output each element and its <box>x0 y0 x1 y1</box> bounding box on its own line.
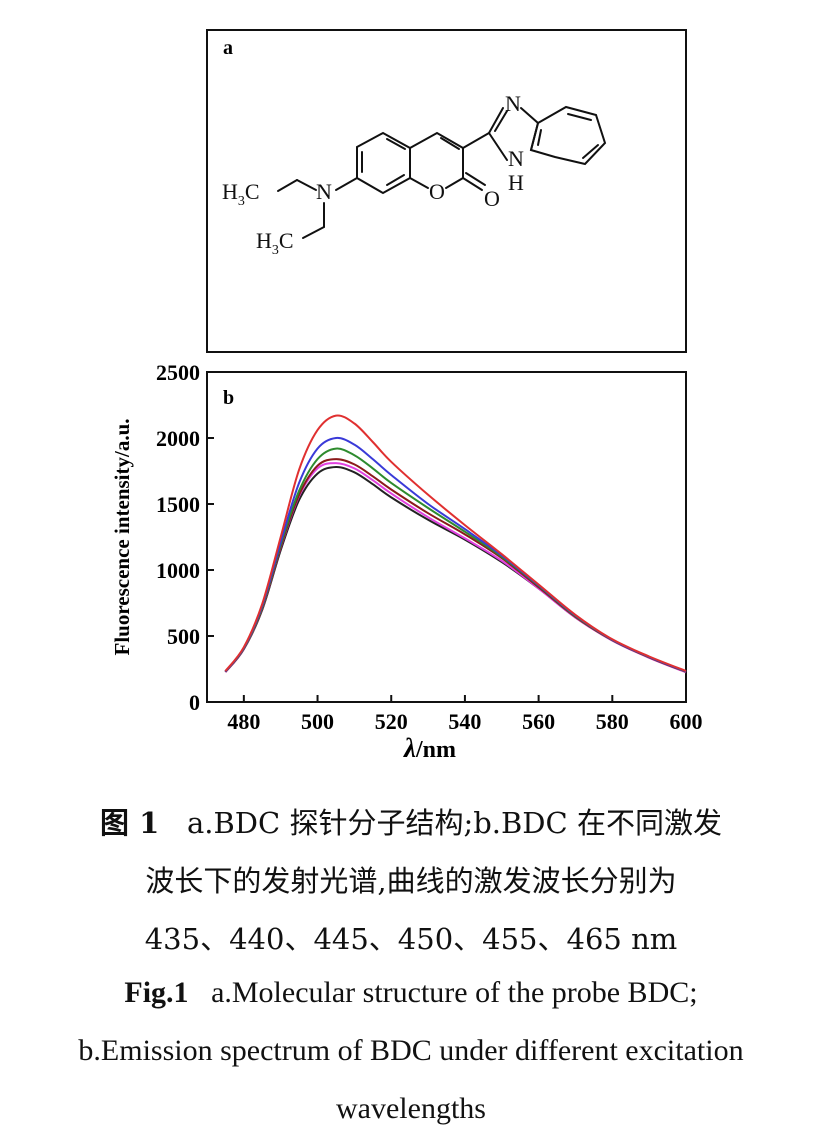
series-group <box>224 414 687 674</box>
x-tick-label: 560 <box>522 709 555 734</box>
atom-labels: N O O N N H H3C H3C <box>222 91 524 258</box>
caption-en-line-2: b.Emission spectrum of BDC under differe… <box>78 1034 744 1067</box>
atom-n-nh: N <box>508 146 524 171</box>
figure: a N O O N N H <box>110 29 703 763</box>
y-tick-label: 0 <box>189 690 200 715</box>
x-tick-label: 500 <box>301 709 334 734</box>
atom-n-amine: N <box>316 179 332 204</box>
series-line-5 <box>224 436 687 673</box>
y-tick-label: 2000 <box>156 426 200 451</box>
y-axis-label: Fluorescence intensity/a.u. <box>110 418 134 655</box>
x-axis: 480 500 520 540 560 580 600 <box>227 695 703 734</box>
x-tick-label: 600 <box>670 709 703 734</box>
caption-cn-line-3: 435、440、445、450、455、465 nm <box>144 922 678 956</box>
ethyl2-label: H3C <box>256 228 294 258</box>
x-tick-label: 480 <box>227 709 260 734</box>
emission-spectrum-chart: b 480 500 520 540 560 580 600 0 500 1000 1500 2000… <box>110 360 703 763</box>
caption-cn-line-2: 波长下的发射光谱,曲线的激发波长分别为 <box>145 864 677 898</box>
x-axis-label: λ/nm <box>403 733 456 763</box>
x-tick-label: 580 <box>596 709 629 734</box>
caption-en-figure-number: Fig.1 <box>124 976 189 1009</box>
x-tick-label: 540 <box>448 709 481 734</box>
y-tick-label: 2500 <box>156 360 200 385</box>
y-tick-label: 500 <box>167 624 200 649</box>
caption-en-text-1: a.Molecular structure of the probe BDC; <box>211 976 698 1009</box>
y-tick-label: 1500 <box>156 492 200 517</box>
y-tick-label: 1000 <box>156 558 200 583</box>
atom-o-carbonyl: O <box>484 186 500 211</box>
caption-cn-figure-number: 图 1 <box>100 806 160 840</box>
x-tick-label: 520 <box>375 709 408 734</box>
atom-n-imine: N <box>505 91 521 116</box>
panel-a-frame <box>206 29 687 353</box>
caption-en-line-3: wavelengths <box>336 1092 486 1125</box>
y-axis: 0 500 1000 1500 2000 2500 <box>156 360 214 715</box>
panel-b-label: b <box>223 387 234 409</box>
caption-cn-text-1: a.BDC 探针分子结构;b.BDC 在不同激发 <box>186 806 722 840</box>
plot-frame <box>206 371 687 703</box>
panel-a-label: a <box>223 37 233 59</box>
benzimidazole-benzene-ring <box>529 105 607 166</box>
atom-o-ring: O <box>429 179 445 204</box>
benzo-ring <box>356 131 411 195</box>
caption-cn-line-1: 图 1 a.BDC 探针分子结构;b.BDC 在不同激发 <box>0 800 822 842</box>
molecular-structure <box>277 105 607 239</box>
series-line-6 <box>224 414 687 672</box>
caption-en-line-1: Fig.1 a.Molecular structure of the probe… <box>0 976 822 1010</box>
series-line-3 <box>224 458 687 673</box>
ethyl1-label: H3C <box>222 179 260 209</box>
atom-h-nh: H <box>508 170 524 195</box>
